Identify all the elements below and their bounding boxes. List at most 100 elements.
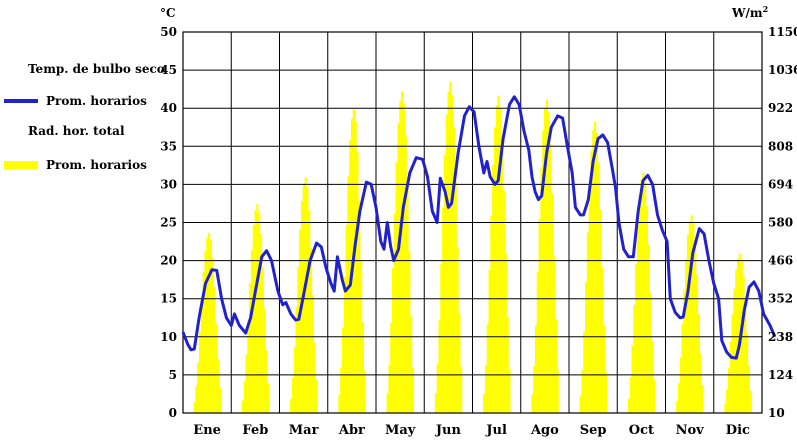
radiation-bar-mar-4 [297,266,300,413]
radiation-bar-dic-3 [729,341,732,413]
right-tick-label-1036: 1036 [768,63,797,77]
radiation-bar-ene-3 [199,331,202,413]
radiation-bar-ene-1 [195,385,198,413]
month-label-nov: Nov [676,423,705,438]
left-tick-label-30: 30 [160,177,177,191]
radiation-bar-nov-6 [686,234,690,413]
radiation-bar-may-11 [406,187,409,413]
radiation-bar-oct-4 [635,264,638,413]
radiation-bar-mar-11 [309,248,313,413]
radiation-bar-feb-6 [252,225,255,413]
radiation-bar-sep-11 [599,208,602,413]
radiation-bar-jul-3 [488,270,491,413]
radiation-bar-nov-12 [697,314,700,413]
radiation-bar-jun-8 [449,81,452,414]
radiation-bar-nov-10 [694,242,697,413]
left-tick-label-15: 15 [160,292,177,306]
radiation-bar-nov-14 [701,385,704,413]
right-axis-unit-sup: 2 [762,4,769,14]
radiation-bar-dic-6 [735,269,738,413]
radiation-bar-abr-14 [363,370,366,413]
radiation-bar-oct-11 [647,244,650,413]
radiation-bar-ene-9 [209,240,213,413]
radiation-bar-mar-12 [311,295,314,413]
radiation-bar-ago-1 [533,365,536,413]
right-tick-label-352: 352 [768,292,793,306]
radiation-bar-jun-9 [451,95,454,413]
radiation-bar-jul-7 [495,105,498,414]
radiation-bar-abr-4 [345,224,348,413]
radiation-bar-feb-2 [245,354,248,413]
radiation-bar-may-3 [392,268,395,413]
radiation-bar-jun-14 [460,366,463,413]
radiation-bar-oct-6 [638,196,641,413]
radiation-bar-ene-11 [213,286,216,413]
radiation-bar-ago-0 [531,394,534,413]
radiation-bar-dic-2 [727,368,731,413]
radiation-bar-sep-1 [581,369,584,413]
radiation-bar-may-14 [411,367,415,413]
radiation-bar-nov-11 [695,274,699,413]
radiation-bar-may-7 [399,100,402,413]
radiation-bar-mar-5 [299,229,302,413]
radiation-bar-nov-2 [679,357,682,413]
radiation-bar-ago-9 [547,112,550,413]
radiation-bar-abr-9 [354,121,357,414]
right-tick-label-1150: 1150 [768,25,797,39]
radiation-bar-jun-5 [443,154,447,414]
left-tick-label-40: 40 [160,101,177,115]
month-label-sep: Sep [580,423,607,438]
left-tick-label-0: 0 [169,406,177,420]
legend-rad-label: Prom. horarios [46,158,147,172]
radiation-bar-jul-1 [484,365,488,413]
radiation-bar-may-1 [388,364,391,413]
month-label-ene: Ene [193,423,221,438]
radiation-bar-jun-7 [447,91,450,413]
radiation-bar-ene-5 [202,272,205,413]
radiation-bar-nov-0 [676,401,679,413]
radiation-bar-ago-5 [540,168,543,413]
left-axis-unit: °C [160,6,176,20]
radiation-bar-ene-6 [204,250,207,413]
radiation-bar-oct-9 [644,182,647,413]
radiation-bar-may-13 [410,316,413,413]
radiation-bar-ago-11 [551,193,554,413]
radiation-bar-feb-4 [249,283,252,413]
radiation-bar-dic-14 [749,390,752,413]
radiation-bar-sep-8 [594,121,597,413]
month-label-dic: Dic [726,423,750,438]
radiation-bar-ene-12 [215,322,218,413]
right-axis-unit-base: W/m [732,6,763,20]
radiation-bar-nov-8 [690,215,693,413]
radiation-bar-oct-3 [633,304,636,413]
radiation-bar-dic-7 [736,258,740,413]
radiation-bar-dic-5 [733,288,736,413]
radiation-bar-jul-2 [486,324,489,413]
radiation-bar-oct-8 [642,172,645,413]
radiation-bar-ago-2 [534,325,538,413]
radiation-bar-feb-7 [254,210,257,413]
radiation-bar-jun-13 [458,313,461,413]
right-tick-label-694: 694 [768,177,793,191]
radiation-bar-nov-7 [688,221,691,413]
radiation-bar-feb-10 [259,233,263,413]
radiation-bar-jun-2 [438,320,441,413]
radiation-bar-sep-3 [585,281,588,413]
radiation-bar-abr-1 [340,367,343,413]
radiation-bar-may-6 [397,123,400,414]
radiation-bar-dic-10 [742,275,745,413]
radiation-bar-ene-14 [218,387,222,413]
radiation-bar-may-4 [393,213,397,413]
radiation-bar-jun-0 [434,393,438,413]
radiation-bar-sep-4 [586,232,590,413]
radiation-bar-nov-1 [677,383,681,413]
radiation-bar-mar-13 [313,342,316,413]
radiation-bar-mar-1 [291,377,295,413]
radiation-bar-dic-1 [726,389,729,413]
radiation-bar-sep-5 [588,185,591,413]
radiation-bar-mar-8 [304,177,307,413]
radiation-bar-dic-13 [747,365,750,413]
radiation-bar-nov-4 [683,290,686,413]
radiation-bar-ago-6 [542,130,545,413]
